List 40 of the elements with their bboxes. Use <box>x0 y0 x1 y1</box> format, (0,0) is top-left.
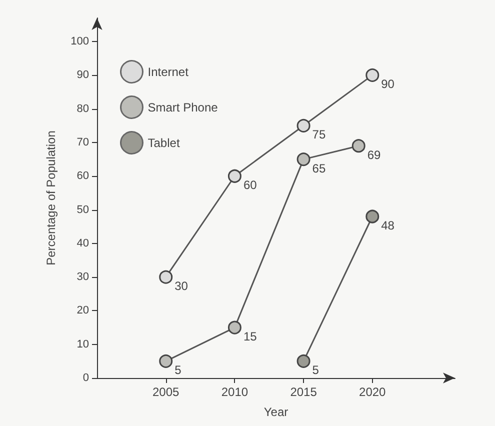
point <box>159 354 173 368</box>
data-label: 75 <box>312 128 326 142</box>
point <box>228 169 242 183</box>
data-label: 90 <box>381 77 395 92</box>
data-label: 65 <box>312 161 326 176</box>
legend-label: Internet <box>148 64 190 79</box>
x-axis-title: Year <box>264 405 288 419</box>
point <box>296 354 310 368</box>
data-label: 30 <box>174 279 188 294</box>
data-label: 15 <box>243 330 258 344</box>
point <box>366 68 380 82</box>
y-tick-label: 50 <box>76 204 89 216</box>
point <box>296 118 310 132</box>
data-label: 5 <box>174 363 182 378</box>
data-label: 60 <box>243 178 258 192</box>
point <box>352 139 366 153</box>
point <box>228 320 242 334</box>
y-tick-label: 0 <box>82 372 89 384</box>
x-tick-label: 2010 <box>221 385 248 399</box>
data-label: 48 <box>381 218 395 233</box>
legend-label: Smart Phone <box>148 100 218 114</box>
y-tick-label: 10 <box>76 338 89 350</box>
y-tick-label: 60 <box>76 170 89 182</box>
y-tick-label: 20 <box>76 304 89 317</box>
y-tick-label: 90 <box>76 69 89 82</box>
x-tick-label: 2005 <box>152 385 180 399</box>
y-tick-label: 40 <box>76 237 89 250</box>
data-label: 69 <box>367 148 382 162</box>
data-label: 5 <box>312 363 320 378</box>
point <box>159 270 173 284</box>
legend-label: Tablet <box>148 136 180 150</box>
y-tick-label: 70 <box>76 136 89 148</box>
y-tick-label: 30 <box>76 271 89 284</box>
x-tick-label: 2020 <box>359 385 386 399</box>
point <box>296 152 310 166</box>
point <box>366 210 380 224</box>
y-tick-label: 100 <box>70 36 89 48</box>
x-tick-label: 2015 <box>290 385 318 399</box>
y-tick-label: 80 <box>76 102 89 115</box>
y-axis-title: Percentage of Population <box>44 130 58 266</box>
